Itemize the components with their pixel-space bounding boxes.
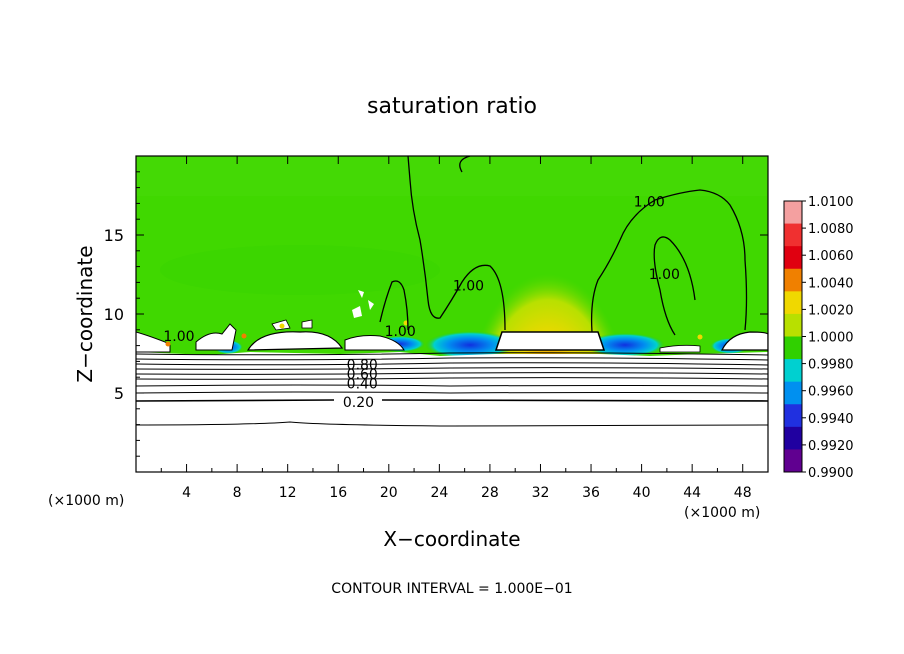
x-tick-label: 44 <box>683 485 701 501</box>
x-tick-label: 28 <box>481 485 499 501</box>
x-tick-label: 8 <box>233 485 242 501</box>
x-tick-label: 24 <box>430 485 448 501</box>
colorbar-segment <box>784 313 802 337</box>
x-tick-label: 4 <box>182 485 191 501</box>
colorbar-label: 1.0060 <box>808 249 854 264</box>
x-axis-unit-right: (×1000 m) <box>684 505 760 521</box>
colorbar-label: 0.9980 <box>808 358 854 373</box>
x-axis: 4 8 12 16 20 24 28 32 36 40 44 48 <box>160 156 752 501</box>
colorbar-label: 0.9920 <box>808 439 854 454</box>
contour-label: 1.00 <box>634 195 665 211</box>
colorbar-segment <box>784 246 802 270</box>
contour-label: 1.00 <box>163 329 194 345</box>
contour-label: 0.80 <box>347 357 378 373</box>
contour-labels: 1.00 1.00 1.00 1.00 1.00 0.800.600.40 0.20 <box>163 195 680 412</box>
y-axis-label: Z−coordinate <box>73 245 97 382</box>
colorbar-segment <box>784 268 802 292</box>
y-tick-label: 5 <box>114 384 124 403</box>
y-tick-label: 15 <box>104 226 124 245</box>
x-tick-label: 36 <box>582 485 600 501</box>
colorbar-label: 0.9900 <box>808 466 854 481</box>
colorbar-label: 1.0020 <box>808 303 854 318</box>
contour-label: 1.00 <box>385 324 416 340</box>
contour-label: 1.00 <box>453 278 484 294</box>
colorbar-segment <box>784 449 802 473</box>
colorbar-segment <box>784 223 802 247</box>
masked-lower-layer <box>136 352 768 472</box>
subsaturation-pool <box>425 331 515 359</box>
x-tick-label: 20 <box>380 485 398 501</box>
colorbar-segment <box>784 381 802 405</box>
contour-label: 0.40 <box>347 376 378 392</box>
x-tick-label: 40 <box>633 485 651 501</box>
colorbar-segment <box>784 201 802 225</box>
contour-line-1.00 <box>407 156 506 331</box>
plot-area: 1.00 1.00 1.00 1.00 1.00 0.800.600.40 0.20 <box>136 156 768 472</box>
colorbar: 1.0100 1.0080 1.0060 1.0040 1.0020 1.0000 0.99… <box>783 195 854 481</box>
colorbar-label: 1.0040 <box>808 276 854 291</box>
contour-label: 1.00 <box>649 267 680 283</box>
x-tick-label: 48 <box>734 485 752 501</box>
x-tick-label: 16 <box>329 485 347 501</box>
colorbar-segment <box>784 291 802 315</box>
chart-title: saturation ratio <box>367 94 537 119</box>
colorbar-label: 1.0000 <box>808 331 854 346</box>
colorbar-label: 1.0080 <box>808 222 854 237</box>
contour-label: 0.60 <box>347 367 378 383</box>
colorbar-segment <box>784 404 802 428</box>
contour-label: 0.20 <box>343 395 374 411</box>
colorbar-label: 0.9960 <box>808 385 854 400</box>
x-axis-label: X−coordinate <box>383 527 520 551</box>
colorbar-segment <box>784 426 802 450</box>
stratified-contours <box>136 352 768 427</box>
y-tick-label: 10 <box>104 305 124 324</box>
x-axis-unit-left: (×1000 m) <box>48 493 124 509</box>
colorbar-label: 0.9940 <box>808 412 854 427</box>
y-axis: 5 10 15 <box>104 171 768 457</box>
x-tick-label: 32 <box>532 485 550 501</box>
colorbar-segment <box>784 359 802 383</box>
x-tick-label: 12 <box>279 485 297 501</box>
contour-interval-note: CONTOUR INTERVAL = 1.000E−01 <box>331 581 572 597</box>
colorbar-segment <box>784 336 802 360</box>
colorbar-label: 1.0100 <box>808 195 854 210</box>
